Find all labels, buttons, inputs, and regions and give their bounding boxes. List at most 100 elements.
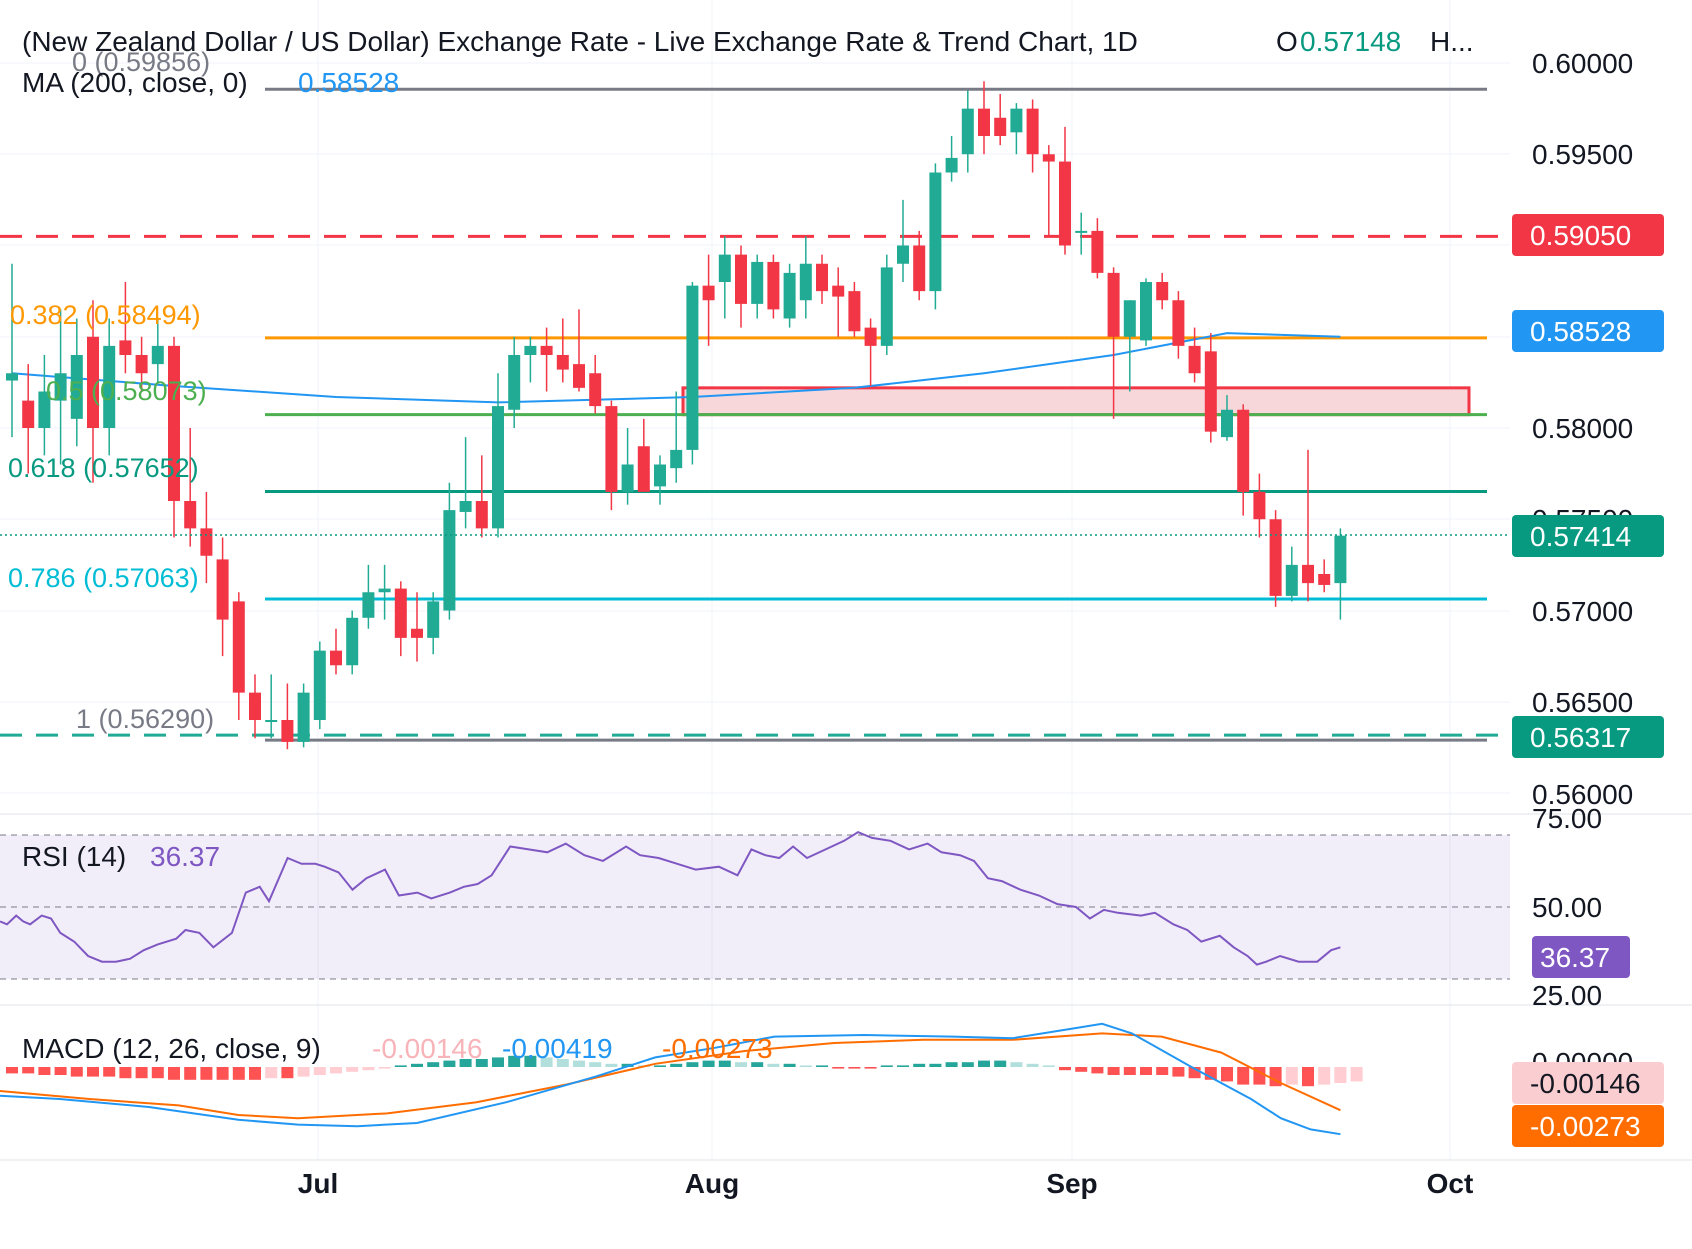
macd-hist-bar — [799, 1065, 812, 1067]
candle-2024-06-06 — [38, 355, 51, 456]
rsi-label[interactable]: RSI (14) — [22, 841, 126, 872]
candle-2024-08-27 — [978, 81, 990, 155]
candle-2024-07-12 — [459, 437, 472, 529]
macd-hist-bar — [362, 1067, 375, 1071]
macd-hist-bar — [411, 1063, 423, 1067]
candle-2024-08-05 — [718, 236, 731, 319]
macd-hist-bar — [1107, 1067, 1120, 1075]
macd-label[interactable]: MACD (12, 26, close, 9) — [22, 1033, 321, 1064]
candle-2024-07-24 — [589, 355, 602, 414]
candle-2024-09-25 — [1318, 559, 1331, 593]
macd-hist-bar — [540, 1057, 553, 1067]
macd-hist-bar — [832, 1067, 845, 1069]
candle-2024-09-18 — [1237, 404, 1250, 516]
support-value: 0.56317 — [1530, 722, 1631, 753]
candle-2024-08-15 — [848, 282, 861, 337]
macd-hist-bar — [232, 1067, 245, 1080]
macd-hist-bar — [1350, 1067, 1363, 1082]
macd-hist-bar — [589, 1062, 602, 1067]
rsi-value: 36.37 — [150, 841, 220, 872]
candle-2024-07-09 — [411, 592, 423, 662]
price-axis[interactable]: 0.60000 0.59500 0.58000 0.57500 0.57000 … — [1532, 48, 1633, 810]
time-label-aug: Aug — [685, 1168, 739, 1199]
candle-2024-09-13 — [1188, 327, 1201, 383]
macd-hist-bar — [1010, 1062, 1023, 1067]
candle-2024-08-14 — [832, 267, 845, 337]
macd-hist-bar — [200, 1067, 213, 1080]
macd-hist-bar — [330, 1067, 342, 1074]
candle-2024-08-26 — [961, 90, 974, 173]
candle-2024-06-11 — [87, 300, 99, 483]
fib-label-618: 0.618 (0.57652) — [8, 453, 199, 483]
candle-2024-09-26 — [1334, 528, 1347, 620]
macd-hist-bar — [1302, 1067, 1314, 1087]
candle-2024-07-08 — [394, 581, 407, 657]
rsi-levels — [0, 834, 1510, 980]
time-axis[interactable]: Jul Aug Sep Oct — [298, 1168, 1474, 1199]
rsi-tick-25: 25.00 — [1532, 980, 1602, 1011]
macd-value: -0.00419 — [502, 1033, 613, 1064]
fib-label-5: 0.5 (0.58073) — [46, 376, 207, 406]
candle-2024-07-29 — [637, 418, 650, 492]
candle-2024-06-18 — [168, 336, 180, 538]
macd-hist-bar — [573, 1060, 585, 1067]
candle-2024-06-25 — [249, 674, 261, 739]
macd-hist-bar — [1188, 1067, 1201, 1079]
candle-2024-07-02 — [330, 628, 342, 675]
candle-2024-08-13 — [816, 254, 828, 304]
candle-2024-07-23 — [573, 309, 585, 392]
macd-hist-bar — [508, 1055, 521, 1067]
rsi-tick-50: 50.00 — [1532, 892, 1602, 923]
fib-label-786: 0.786 (0.57063) — [8, 563, 199, 593]
macd-hist-bar — [313, 1067, 326, 1075]
candle-2024-08-30 — [1026, 99, 1039, 173]
macd-hist-value: -0.00146 — [372, 1033, 483, 1064]
price-tick-7: 0.57000 — [1532, 596, 1633, 627]
candle-2024-07-17 — [508, 336, 521, 428]
macd-hist-bar — [751, 1062, 764, 1067]
macd-hist-bar — [459, 1059, 472, 1067]
macd-hist-bar — [378, 1067, 391, 1069]
candle-2024-07-01 — [313, 641, 326, 730]
price-tick-4: 0.58000 — [1532, 413, 1633, 444]
macd-hist-bar — [38, 1067, 51, 1075]
candle-2024-09-04 — [1075, 212, 1088, 255]
macd-hist-bar — [1172, 1067, 1185, 1077]
candle-2024-06-20 — [200, 491, 213, 584]
candle-2024-08-22 — [929, 163, 942, 310]
macd-hist-bar — [394, 1065, 407, 1067]
candle-2024-09-24 — [1302, 449, 1314, 602]
macd-hist-bar — [1221, 1067, 1233, 1082]
macd-hist-bar — [1123, 1067, 1136, 1075]
macd-hist-bar — [184, 1067, 197, 1080]
candle-2024-09-06 — [1107, 267, 1120, 419]
candle-2024-09-03 — [1059, 126, 1071, 255]
macd-hist-bar — [443, 1060, 456, 1067]
candle-2024-06-24 — [232, 592, 245, 720]
macd-hist-bar — [346, 1067, 359, 1072]
rsi-line — [0, 830, 1341, 966]
macd-hist-bar — [103, 1067, 116, 1077]
candle-2024-06-28 — [297, 683, 310, 748]
time-label-sep: Sep — [1046, 1168, 1097, 1199]
price-tick-8: 0.56500 — [1532, 687, 1633, 718]
fib-label-1: 1 (0.56290) — [76, 704, 214, 734]
macd-hist-bar — [1318, 1067, 1331, 1085]
supply-zone-box[interactable] — [681, 386, 1471, 417]
candle-2024-08-23 — [945, 136, 958, 182]
macd-signal-badge-value: -0.00273 — [1530, 1111, 1641, 1142]
candle-2024-08-21 — [913, 230, 926, 301]
candle-2024-07-18 — [524, 336, 537, 383]
macd-hist-bar — [913, 1063, 926, 1067]
macd-hist-bar — [135, 1067, 148, 1079]
price-badge-resistance: 0.59050 — [1512, 214, 1664, 256]
macd-hist-bar — [1285, 1067, 1298, 1085]
candle-2024-09-19 — [1253, 473, 1266, 538]
price-tick-10: 0.56000 — [1532, 779, 1633, 810]
fib-label-382: 0.382 (0.58494) — [10, 300, 201, 330]
candle-2024-06-21 — [216, 537, 229, 657]
ma-legend-label[interactable]: MA (200, close, 0) — [22, 67, 248, 98]
macd-hist-bar — [265, 1067, 278, 1079]
symbol-title[interactable]: (New Zealand Dollar / US Dollar) Exchang… — [22, 26, 1138, 57]
